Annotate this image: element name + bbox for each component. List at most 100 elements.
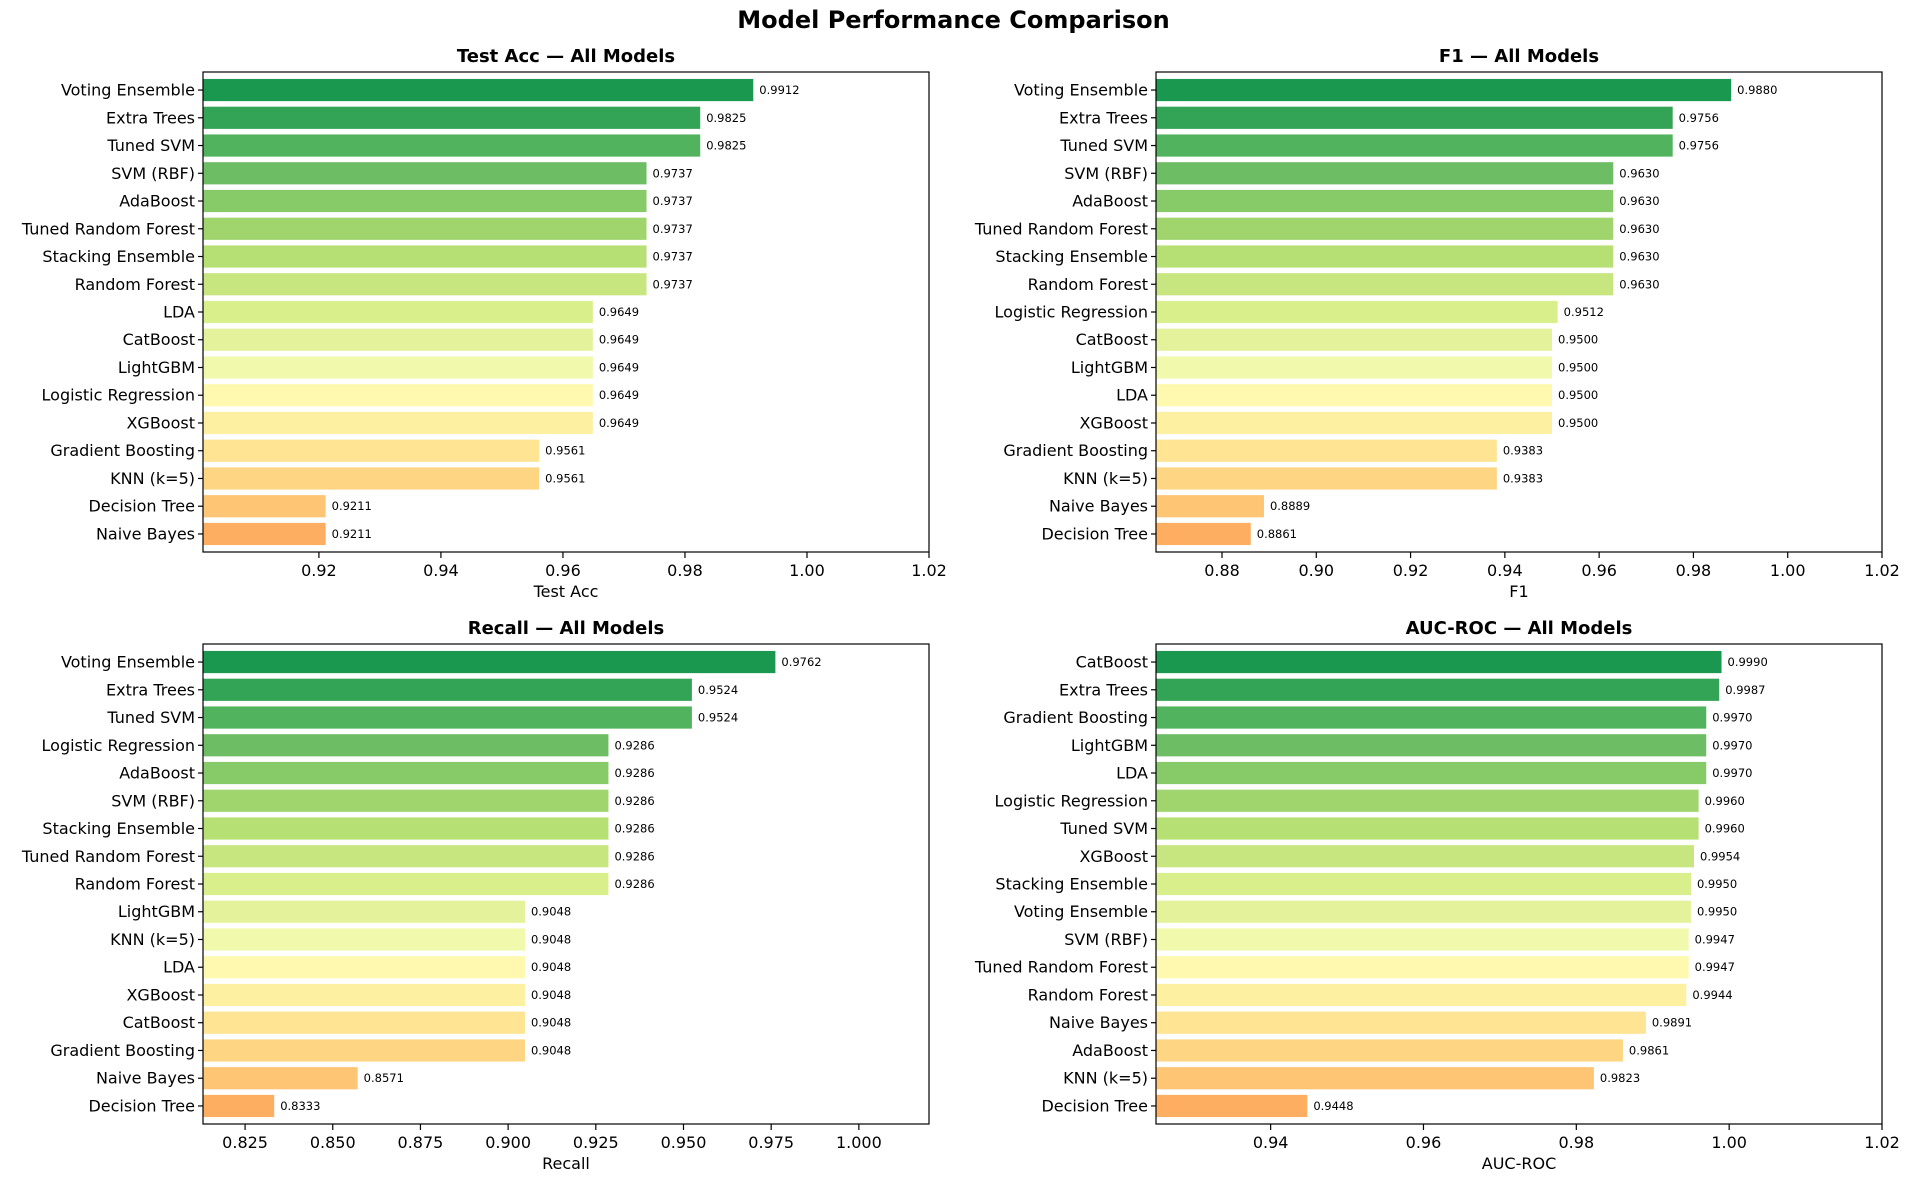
bar: [203, 411, 593, 435]
category-label: LightGBM: [1071, 358, 1148, 377]
data-label: 0.9649: [599, 305, 639, 319]
x-tick-label: 0.92: [301, 561, 337, 580]
category-label: Random Forest: [1028, 985, 1148, 1004]
bar: [1156, 411, 1552, 435]
x-axis-label: Recall: [542, 1154, 590, 1173]
bar: [203, 928, 525, 951]
category-label: KNN (k=5): [1063, 469, 1148, 488]
x-tick-label: 0.96: [1406, 1133, 1442, 1152]
data-label: 0.9500: [1558, 416, 1598, 430]
x-tick-label: 0.96: [1581, 561, 1617, 580]
bar: [1156, 356, 1552, 379]
bar: [1156, 1067, 1594, 1090]
data-label: 0.9048: [531, 905, 571, 919]
data-label: 0.9737: [653, 194, 693, 208]
category-label: LightGBM: [1071, 736, 1148, 755]
data-label: 0.9737: [653, 166, 693, 180]
bar: [203, 300, 593, 324]
bar: [1156, 522, 1251, 546]
category-label: Stacking Ensemble: [995, 247, 1148, 266]
category-label: LightGBM: [118, 358, 195, 377]
category-label: CatBoost: [1076, 653, 1148, 672]
x-tick-label: 0.98: [1559, 1133, 1595, 1152]
category-label: SVM (RBF): [1064, 164, 1148, 183]
bar: [1156, 789, 1699, 812]
figure-title: Model Performance Comparison: [737, 6, 1170, 34]
category-label: Voting Ensemble: [61, 81, 195, 100]
data-label: 0.9823: [1600, 1071, 1640, 1085]
bar: [1156, 706, 1707, 729]
bar: [1156, 1094, 1308, 1118]
bar: [1156, 106, 1673, 129]
category-label: LDA: [163, 303, 195, 322]
category-label: Random Forest: [75, 275, 195, 294]
data-label: 0.9649: [599, 360, 639, 374]
data-label: 0.9861: [1629, 1043, 1669, 1057]
chart-title: F1 — All Models: [1439, 46, 1599, 67]
category-label: Naive Bayes: [1049, 1013, 1148, 1032]
bar: [203, 245, 647, 268]
bar: [203, 983, 525, 1007]
category-label: Naive Bayes: [1049, 497, 1148, 516]
bar: [1156, 761, 1707, 785]
x-tick-label: 1.00: [1770, 561, 1806, 580]
data-label: 0.8861: [1257, 527, 1297, 541]
bar: [1156, 328, 1552, 351]
bar: [203, 845, 609, 868]
bar: [1156, 189, 1614, 213]
data-label: 0.9947: [1695, 932, 1735, 946]
category-label: Voting Ensemble: [1014, 902, 1148, 921]
data-label: 0.9500: [1558, 388, 1598, 402]
category-label: Voting Ensemble: [1014, 81, 1148, 100]
bar: [1156, 845, 1695, 868]
x-tick-label: 0.92: [1393, 561, 1429, 580]
chart-panel-4: AUC-ROC — All Models CatBoost 0.9990 Extra …: [974, 618, 1900, 1173]
category-label: KNN (k=5): [110, 469, 195, 488]
bar: [1156, 273, 1614, 296]
data-label: 0.9286: [614, 738, 654, 752]
category-label: SVM (RBF): [1064, 930, 1148, 949]
category-label: XGBoost: [1079, 847, 1148, 866]
bar: [203, 789, 609, 812]
category-label: Gradient Boosting: [50, 441, 195, 460]
bar: [1156, 495, 1264, 518]
category-label: AdaBoost: [119, 192, 195, 211]
bar: [203, 134, 701, 157]
x-tick-label: 0.975: [748, 1133, 794, 1152]
category-label: CatBoost: [123, 330, 195, 349]
data-label: 0.9762: [781, 655, 821, 669]
category-label: KNN (k=5): [110, 930, 195, 949]
x-tick-label: 1.02: [1864, 561, 1900, 580]
data-label: 0.9500: [1558, 360, 1598, 374]
bar: [203, 678, 692, 701]
data-label: 0.9048: [531, 960, 571, 974]
data-label: 0.9286: [614, 766, 654, 780]
bar: [203, 872, 609, 896]
data-label: 0.9960: [1705, 794, 1745, 808]
category-label: Naive Bayes: [96, 1069, 195, 1088]
data-label: 0.9737: [653, 277, 693, 291]
bar: [1156, 956, 1689, 979]
bar: [1156, 300, 1558, 324]
bar: [1156, 439, 1497, 462]
category-label: AdaBoost: [1072, 192, 1148, 211]
category-label: Tuned Random Forest: [974, 958, 1148, 977]
data-label: 0.9286: [614, 794, 654, 808]
bar: [203, 706, 692, 729]
category-label: Logistic Regression: [995, 791, 1148, 810]
x-tick-label: 1.00: [1711, 1133, 1747, 1152]
category-label: Logistic Regression: [42, 736, 195, 755]
x-axis-label: AUC-ROC: [1482, 1154, 1556, 1173]
bar: [203, 817, 609, 840]
category-label: Stacking Ensemble: [42, 247, 195, 266]
x-tick-label: 0.825: [222, 1133, 268, 1152]
category-label: Tuned Random Forest: [21, 847, 195, 866]
bar: [203, 1067, 358, 1090]
bar: [1156, 78, 1732, 102]
category-label: KNN (k=5): [1063, 1069, 1148, 1088]
bar: [1156, 1011, 1646, 1034]
bar: [203, 162, 647, 185]
category-label: SVM (RBF): [111, 791, 195, 810]
data-label: 0.9912: [759, 83, 799, 97]
data-label: 0.9970: [1712, 711, 1752, 725]
